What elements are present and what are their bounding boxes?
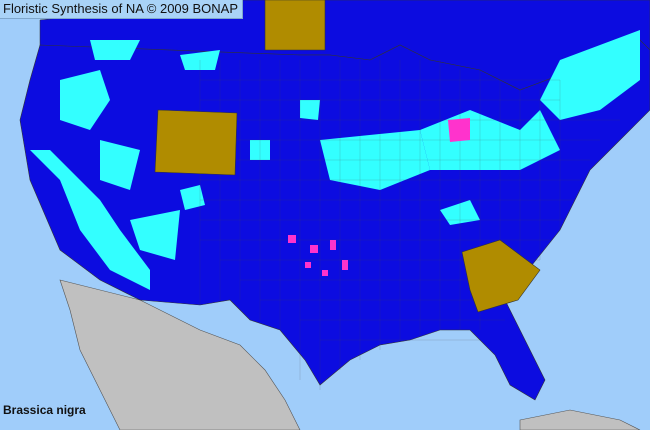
species-name: Brassica nigra (3, 403, 86, 417)
map-title: Floristic Synthesis of NA © 2009 BONAP (0, 0, 244, 19)
county-borders (199, 60, 620, 390)
species-present-states (154, 0, 541, 313)
cuba-region (519, 409, 641, 430)
mexico-region (59, 279, 301, 430)
noxious-counties (288, 118, 470, 276)
